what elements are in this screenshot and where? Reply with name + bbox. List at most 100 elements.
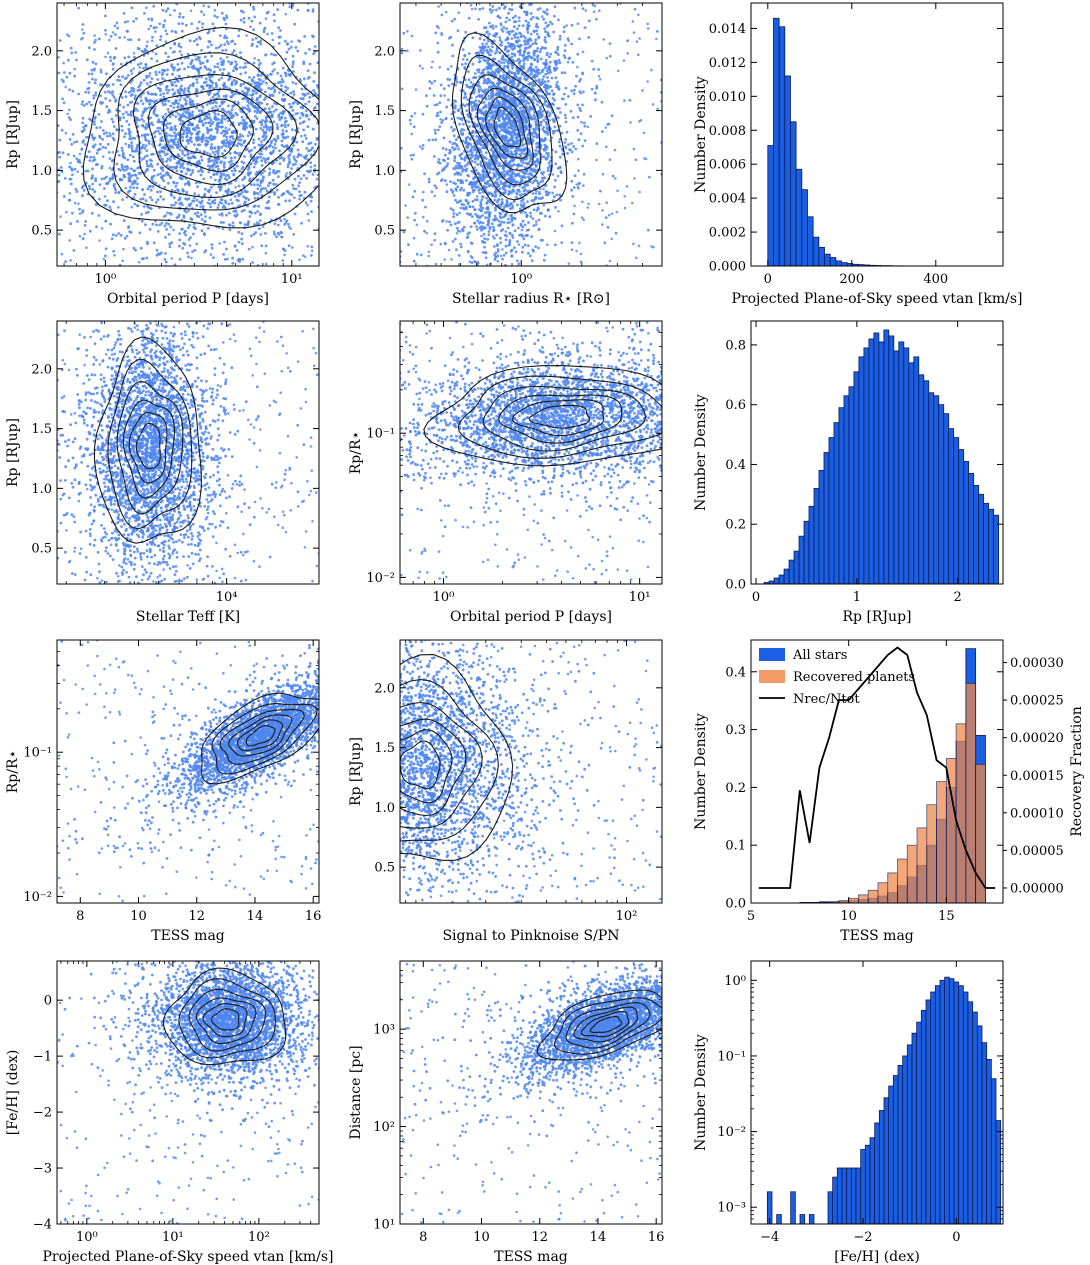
data-point — [323, 67, 326, 70]
data-point — [88, 101, 91, 104]
data-point — [270, 115, 273, 118]
data-point — [310, 254, 313, 257]
data-point — [163, 19, 166, 22]
data-point — [305, 137, 308, 140]
data-point — [464, 62, 467, 65]
data-point — [520, 155, 523, 158]
data-point — [231, 84, 234, 87]
data-point — [300, 177, 303, 180]
data-point — [165, 10, 168, 13]
data-point — [229, 224, 232, 227]
data-point — [261, 119, 264, 122]
data-point — [276, 127, 279, 130]
data-point — [307, 77, 310, 80]
data-point — [340, 142, 343, 145]
data-point — [213, 147, 216, 150]
data-point — [295, 46, 298, 49]
data-point — [231, 257, 234, 260]
data-point — [144, 223, 147, 226]
data-point — [262, 175, 265, 178]
data-point — [240, 238, 243, 241]
data-point — [81, 141, 84, 144]
data-point — [185, 24, 188, 27]
data-point — [134, 174, 137, 177]
data-point — [232, 221, 235, 224]
data-point — [241, 210, 244, 213]
data-point — [557, 53, 560, 56]
data-point — [438, 158, 441, 161]
data-point — [205, 81, 208, 84]
data-point — [168, 134, 171, 137]
data-point — [119, 285, 122, 288]
data-point — [204, 215, 207, 218]
data-point — [68, 109, 71, 112]
data-point — [296, 293, 299, 296]
data-point — [226, 191, 229, 194]
data-point — [136, 177, 139, 180]
data-point — [181, 150, 184, 153]
data-point — [230, 157, 233, 160]
data-point — [272, 183, 275, 186]
data-point — [494, 215, 497, 218]
data-point — [156, 78, 159, 81]
data-point — [224, 200, 227, 203]
data-point — [225, 248, 228, 251]
data-point — [241, 116, 244, 119]
data-point — [201, 26, 204, 29]
data-point — [112, 250, 115, 253]
data-point — [260, 140, 263, 143]
data-point — [356, 178, 359, 181]
data-point — [0, 146, 3, 149]
data-point — [597, 68, 600, 71]
data-point — [570, 142, 573, 145]
data-point — [208, 190, 211, 193]
data-point — [488, 33, 491, 36]
data-point — [321, 42, 324, 45]
data-point — [158, 253, 161, 256]
data-point — [170, 65, 173, 68]
data-point — [159, 195, 162, 198]
data-point — [121, 259, 124, 262]
data-point — [511, 67, 514, 70]
data-point — [188, 121, 191, 124]
data-point — [225, 127, 228, 130]
data-point — [172, 51, 175, 54]
data-point — [99, 183, 102, 186]
data-point — [171, 269, 174, 272]
data-point — [180, 54, 183, 57]
data-point — [88, 150, 91, 153]
data-point — [212, 23, 215, 26]
data-point — [407, 243, 410, 246]
data-point — [226, 36, 229, 39]
data-point — [265, 263, 268, 266]
data-point — [300, 88, 303, 91]
data-point — [77, 7, 80, 10]
data-point — [100, 102, 103, 105]
data-point — [292, 144, 295, 147]
data-point — [130, 94, 133, 97]
data-point — [485, 197, 488, 200]
data-point — [571, 241, 574, 244]
data-point — [25, 74, 28, 77]
data-point — [296, 141, 299, 144]
data-point — [234, 186, 237, 189]
data-point — [148, 75, 151, 78]
data-point — [492, 85, 495, 88]
data-point — [187, 57, 190, 60]
data-point — [436, 42, 439, 45]
data-point — [114, 191, 117, 194]
data-point — [220, 63, 223, 66]
data-point — [25, 179, 28, 182]
data-point — [307, 171, 310, 174]
data-point — [103, 204, 106, 207]
data-point — [98, 113, 101, 116]
data-point — [299, 78, 302, 81]
data-point — [122, 152, 125, 155]
data-point — [272, 171, 275, 174]
data-point — [505, 17, 508, 20]
data-point — [133, 203, 136, 206]
data-point — [85, 155, 88, 158]
data-point — [96, 152, 99, 155]
data-point — [48, 67, 51, 70]
data-point — [219, 175, 222, 178]
